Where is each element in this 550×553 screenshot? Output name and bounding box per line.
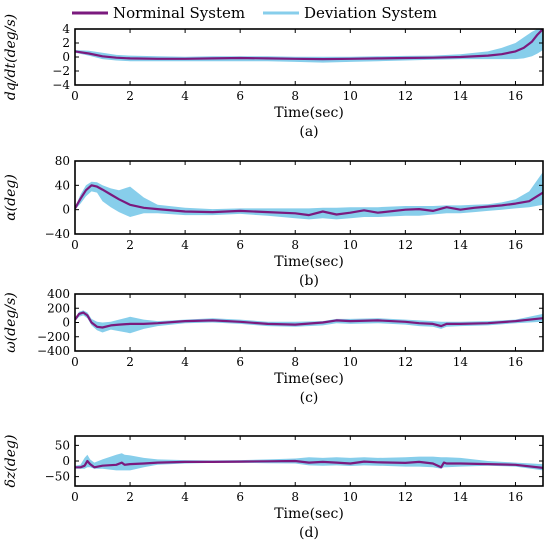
nominal-line-a: [75, 29, 543, 61]
plot-area-c: [75, 310, 543, 334]
x-tick-label-c: 8: [291, 355, 299, 369]
x-tick-label-a: 10: [343, 89, 358, 103]
deviation-band-b: [75, 171, 543, 220]
x-tick-label-a: 2: [126, 89, 134, 103]
x-tick-label-b: 2: [126, 238, 134, 252]
plot-area-d: [75, 453, 543, 471]
y-axis-label-d: δz(deg): [3, 435, 19, 488]
panel-a: 0 2 4 6 8 10 12 14 16−4−2024Time(sec)(a)dq/dt(de…: [3, 14, 544, 140]
x-tick-label-c: 4: [181, 355, 189, 369]
x-tick-label-a: 0: [71, 89, 79, 103]
x-tick-label-b: 0: [71, 238, 79, 252]
y-tick-label-b: 0: [62, 203, 70, 217]
x-tick-label-b: 4: [181, 238, 189, 252]
x-axis-label-a: Time(sec): [274, 105, 344, 121]
axes-frame-b: [74, 160, 544, 235]
y-tick-label-a: −2: [52, 64, 70, 78]
y-axis-label-a: dq/dt(deg/s): [3, 14, 19, 100]
x-tick-label-d: 0: [71, 490, 79, 504]
y-tick-label-b: 80: [55, 154, 70, 168]
panel-c: 0 2 4 6 8 10 12 14 16−400−2000200400Time(sec)(c)…: [3, 287, 544, 406]
x-tick-label-c: 16: [508, 355, 523, 369]
x-tick-label-a: 6: [236, 89, 244, 103]
x-tick-label-c: 0: [71, 355, 79, 369]
nominal-line-c: [75, 311, 543, 329]
y-tick-label-d: 50: [55, 438, 70, 452]
x-tick-label-d: 12: [398, 490, 413, 504]
y-tick-label-d: −50: [45, 470, 70, 484]
panel-caption-b: (b): [299, 273, 319, 289]
legend-label-nominal: Norminal System: [113, 4, 245, 22]
y-tick-label-a: 2: [62, 36, 70, 50]
x-tick-label-b: 12: [398, 238, 413, 252]
x-tick-label-a: 8: [291, 89, 299, 103]
deviation-band-a: [75, 29, 543, 63]
x-tick-label-c: 12: [398, 355, 413, 369]
x-tick-label-d: 10: [343, 490, 358, 504]
panel-caption-c: (c): [300, 390, 319, 406]
x-tick-label-c: 2: [126, 355, 134, 369]
x-tick-label-c: 14: [453, 355, 469, 369]
x-axis-label-c: Time(sec): [274, 371, 344, 387]
x-tick-label-b: 8: [291, 238, 299, 252]
x-tick-label-b: 6: [236, 238, 244, 252]
x-tick-label-d: 16: [508, 490, 523, 504]
x-tick-label-b: 16: [508, 238, 523, 252]
x-tick-label-b: 10: [343, 238, 358, 252]
nominal-line-d: [75, 459, 543, 469]
y-tick-label-d: 0: [62, 454, 70, 468]
x-tick-label-c: 6: [236, 355, 244, 369]
y-tick-label-c: −400: [37, 344, 70, 358]
deviation-band-c: [75, 310, 543, 334]
legend: Norminal System Deviation System: [72, 4, 437, 22]
y-tick-label-a: 4: [62, 22, 70, 36]
nominal-line-b: [75, 184, 543, 217]
y-tick-label-a: −4: [52, 78, 70, 92]
y-tick-label-b: −40: [45, 227, 70, 241]
x-tick-label-a: 14: [453, 89, 469, 103]
x-tick-label-c: 10: [343, 355, 358, 369]
x-tick-label-d: 8: [291, 490, 299, 504]
x-tick-label-a: 16: [508, 89, 523, 103]
panel-caption-d: (d): [299, 525, 319, 541]
x-tick-label-d: 14: [453, 490, 469, 504]
x-tick-label-a: 4: [181, 89, 189, 103]
plot-area-b: [75, 171, 543, 220]
x-tick-label-d: 6: [236, 490, 244, 504]
y-tick-label-c: 0: [62, 316, 70, 330]
x-tick-label-b: 14: [453, 238, 469, 252]
x-tick-label-a: 12: [398, 89, 413, 103]
x-tick-label-d: 2: [126, 490, 134, 504]
panel-caption-a: (a): [299, 124, 318, 140]
y-tick-label-c: 400: [47, 287, 70, 301]
y-axis-label-b: α(deg): [3, 174, 19, 221]
y-tick-label-c: −200: [37, 330, 70, 344]
y-tick-label-c: 200: [47, 301, 70, 315]
legend-label-deviation: Deviation System: [304, 4, 437, 22]
y-axis-label-c: ω(deg/s): [3, 292, 19, 352]
x-axis-label-d: Time(sec): [274, 506, 344, 522]
y-tick-label-b: 40: [55, 178, 70, 192]
x-axis-label-b: Time(sec): [274, 254, 344, 270]
y-tick-label-a: 0: [62, 50, 70, 64]
x-tick-label-d: 4: [181, 490, 189, 504]
plot-area-a: [75, 29, 543, 63]
